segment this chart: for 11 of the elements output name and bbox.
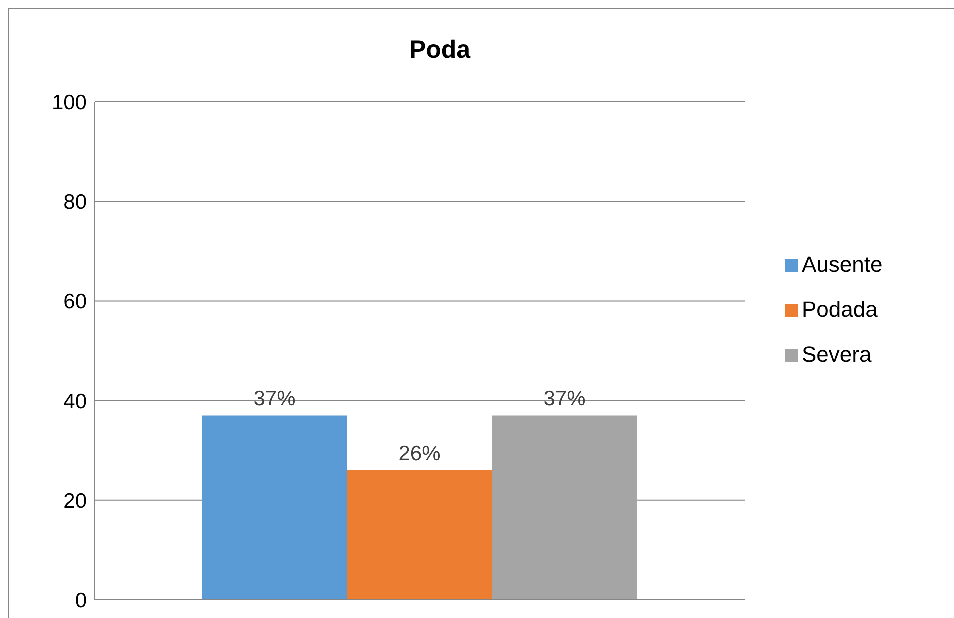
y-tick-label: 40 (64, 390, 87, 414)
chart-title: Poda (408, 36, 472, 65)
y-tick-label: 20 (64, 490, 87, 513)
legend-label: Severa (802, 342, 872, 366)
legend-label: Podada (802, 296, 878, 322)
y-tick-label: 0 (75, 589, 87, 612)
legend-label: Ausente (802, 252, 883, 276)
y-tick-label: 80 (64, 191, 87, 214)
y-tick-label: 60 (64, 290, 87, 314)
y-tick-label: 100 (52, 91, 87, 114)
data-label: 26% (398, 442, 441, 466)
